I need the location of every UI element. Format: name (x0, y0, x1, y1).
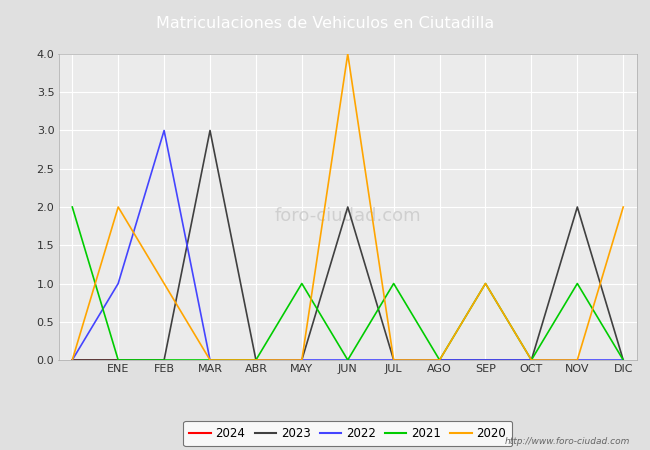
Legend: 2024, 2023, 2022, 2021, 2020: 2024, 2023, 2022, 2021, 2020 (183, 421, 512, 446)
Text: Matriculaciones de Vehiculos en Ciutadilla: Matriculaciones de Vehiculos en Ciutadil… (156, 16, 494, 31)
Text: foro-ciudad.com: foro-ciudad.com (274, 207, 421, 225)
Text: http://www.foro-ciudad.com: http://www.foro-ciudad.com (505, 436, 630, 446)
